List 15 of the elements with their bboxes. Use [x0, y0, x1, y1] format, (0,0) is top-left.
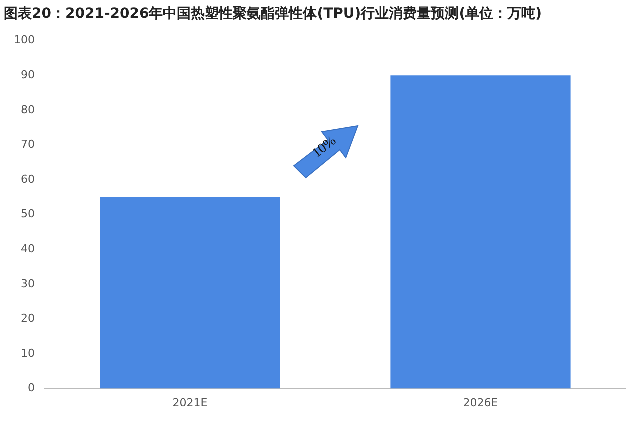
y-tick-label: 30 — [20, 277, 35, 290]
annotation: 10% — [308, 132, 340, 164]
y-tick-label: 80 — [20, 103, 35, 116]
y-tick-label: 0 — [28, 382, 35, 395]
y-tick-label: 10 — [20, 346, 35, 360]
y-tick-label: 60 — [20, 172, 35, 186]
y-tick-label: 50 — [20, 208, 35, 221]
x-tick-label: 2026E — [463, 396, 498, 410]
y-tick-label: 90 — [20, 68, 35, 82]
y-tick-label: 20 — [20, 312, 35, 326]
chart-title: 图表20：2021-2026年中国热塑性聚氨酯弹性体(TPU)行业消费量预测(单位：万吨) — [4, 5, 542, 22]
y-tick-label: 70 — [20, 138, 35, 152]
y-tick-label: 100 — [14, 34, 35, 47]
y-tick-label: 40 — [20, 242, 35, 256]
x-tick-label: 2021E — [172, 396, 208, 410]
